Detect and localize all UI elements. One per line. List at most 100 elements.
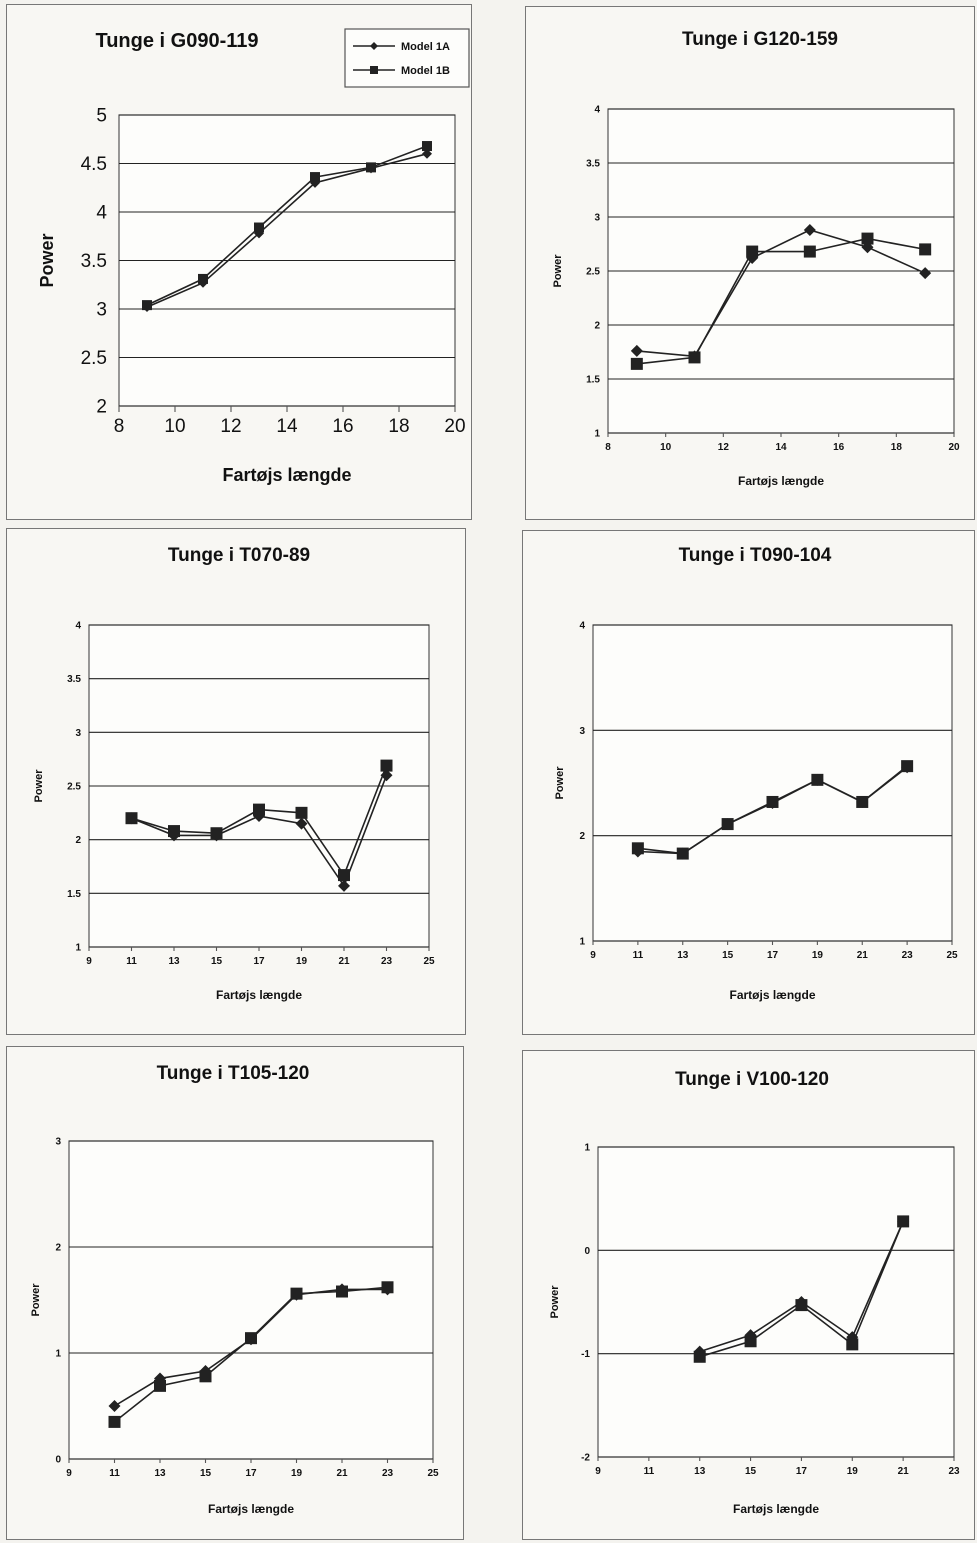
data-point-diamond — [295, 817, 308, 830]
data-point-square — [108, 1415, 121, 1428]
x-tick-label: 16 — [332, 416, 353, 437]
chart-g090-119: Tunge i G090-119 2 2.5 3 3.5 4 4.5 5 8 10 12 14 16 18… — [37, 28, 470, 485]
series-line-diamond — [636, 229, 926, 358]
x-tick-label: 21 — [336, 1468, 348, 1479]
x-tick-label: 17 — [796, 1466, 808, 1477]
y-tick-label: 3 — [55, 1137, 61, 1148]
x-axis-label: Fartøjs længde — [216, 988, 302, 1002]
data-point-square — [676, 847, 689, 860]
chart-title: Tunge i G120-159 — [682, 29, 838, 50]
data-point-square — [744, 1335, 757, 1348]
y-axis-label: Power — [33, 769, 45, 803]
data-point-square — [245, 1332, 257, 1345]
data-point-diamond — [803, 223, 816, 236]
x-tick-label: 15 — [722, 950, 734, 961]
data-point-square — [861, 232, 874, 245]
x-tick-label: 19 — [291, 1468, 303, 1479]
y-tick-label: 2 — [579, 831, 585, 842]
chart-title: Tunge i T090-104 — [679, 545, 832, 566]
x-tick-label: 21 — [338, 956, 350, 967]
x-tick-label: 17 — [245, 1468, 257, 1479]
data-point-square — [295, 806, 308, 819]
series-line-square — [636, 237, 926, 365]
data-point-square — [422, 141, 432, 152]
x-tick-label: 14 — [775, 442, 787, 453]
y-axis-label: Power — [37, 233, 57, 287]
x-tick-label: 16 — [833, 442, 845, 453]
x-tick-label: 23 — [902, 950, 914, 961]
y-tick-label: -1 — [581, 1349, 590, 1360]
x-tick-label: 18 — [388, 416, 409, 437]
y-tick-label: 3 — [96, 300, 107, 321]
y-tick-label: 3 — [75, 728, 81, 739]
x-tick-label: 10 — [164, 416, 185, 437]
x-tick-label: 9 — [86, 956, 92, 967]
data-point-square — [856, 795, 869, 808]
data-point-square — [366, 162, 376, 173]
x-tick-label: 15 — [200, 1468, 212, 1479]
data-point-square — [125, 812, 138, 825]
data-point-square — [338, 869, 350, 882]
data-point-square — [803, 245, 816, 258]
plot-area — [68, 1140, 434, 1460]
data-point-square — [254, 222, 264, 233]
y-tick-label: 1 — [584, 1143, 590, 1154]
data-point-diamond — [422, 148, 432, 159]
x-tick-label: 19 — [812, 950, 824, 961]
chart-panel-t090-104: Tunge i T090-104 1 2 3 4 9 11 13 15 17 19 21 23 25 Far… — [522, 530, 975, 1035]
x-tick-label: 13 — [154, 1468, 166, 1479]
x-tick-label: 8 — [114, 416, 125, 437]
legend-box — [344, 28, 470, 88]
y-tick-label: 1.5 — [586, 375, 600, 386]
data-point-diamond — [919, 267, 932, 280]
x-tick-label: 13 — [677, 950, 689, 961]
data-point-square — [198, 273, 208, 284]
y-tick-label: 5 — [96, 106, 107, 127]
y-tick-label: 2.5 — [586, 267, 600, 278]
data-point-square — [253, 803, 265, 816]
y-axis-label: Power — [549, 1285, 561, 1319]
y-tick-label: 2.5 — [81, 348, 107, 369]
y-tick-label: 4.5 — [81, 154, 107, 175]
x-tick-label: 9 — [595, 1466, 601, 1477]
y-tick-label: 0 — [584, 1246, 590, 1257]
x-axis-label: Fartøjs længde — [738, 474, 824, 488]
data-point-square — [168, 825, 180, 838]
x-tick-label: 19 — [847, 1466, 859, 1477]
x-tick-label: 9 — [590, 950, 596, 961]
x-tick-label: 19 — [296, 956, 308, 967]
y-tick-label: 2 — [75, 835, 81, 846]
legend-marker-square — [370, 66, 378, 74]
y-tick-label: 0 — [55, 1455, 61, 1466]
y-axis-label: Power — [552, 254, 564, 288]
data-point-square — [154, 1379, 166, 1392]
x-tick-label: 25 — [427, 1468, 439, 1479]
y-tick-label: 3 — [579, 726, 585, 737]
chart-panel-g090-119: Tunge i G090-119 2 2.5 3 3.5 4 4.5 5 8 10 12 14 16 18… — [6, 4, 472, 520]
x-tick-label: 25 — [423, 956, 435, 967]
data-point-square — [846, 1338, 859, 1351]
data-point-square — [901, 760, 914, 773]
y-tick-label: 1 — [579, 937, 585, 948]
data-point-diamond — [338, 879, 350, 892]
y-tick-label: 3 — [594, 213, 600, 224]
x-tick-label: 11 — [633, 950, 644, 961]
x-tick-label: 23 — [948, 1466, 960, 1477]
y-tick-label: 1 — [55, 1349, 61, 1360]
plot-area — [592, 624, 953, 942]
data-point-square — [897, 1215, 910, 1228]
data-point-square — [210, 827, 223, 840]
data-point-square — [310, 172, 320, 183]
chart-g120-159: Tunge i G120-159 1 1.5 2 2.5 3 3.5 4 8 10 12 14 16 18… — [552, 29, 960, 488]
x-tick-label: 11 — [126, 956, 137, 967]
plot-area — [597, 1146, 955, 1458]
x-tick-label: 13 — [168, 956, 180, 967]
y-tick-label: 1 — [594, 429, 600, 440]
legend: Model 1A Model 1B — [344, 28, 470, 88]
chart-title: Tunge i G090-119 — [95, 30, 258, 52]
data-point-square — [380, 759, 393, 772]
data-point-square — [631, 842, 644, 855]
y-tick-label: 3.5 — [67, 674, 81, 685]
